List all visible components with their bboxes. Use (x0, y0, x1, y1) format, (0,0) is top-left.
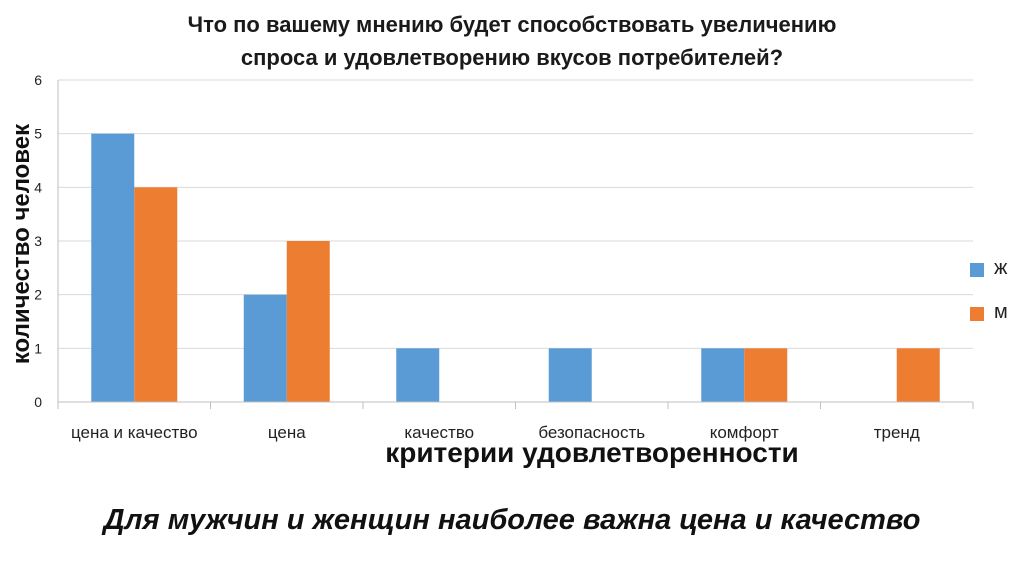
chart-title: Что по вашему мнению будет способствоват… (112, 8, 912, 74)
bar-m (134, 187, 178, 402)
bars (91, 133, 940, 402)
y-axis-label-text: количество человек (8, 123, 35, 365)
legend-label-m: м (994, 301, 1008, 323)
legend-item-zh: ж (970, 257, 1024, 280)
bar-m (896, 348, 940, 402)
legend-swatch-m (970, 307, 984, 321)
y-tick-label: 2 (34, 287, 42, 303)
y-tick-label: 3 (34, 233, 42, 249)
y-tick-label: 1 (34, 340, 42, 356)
tick-labels: 0 1 2 3 4 5 6 цена и качество цена качество безопа… (34, 72, 920, 442)
legend-item-m: м (970, 301, 1024, 324)
axes (57, 80, 974, 409)
y-tick-label: 6 (34, 72, 42, 88)
bar-zh (396, 348, 440, 402)
bar-zh (91, 133, 135, 402)
x-tick-label: безопасность (538, 423, 645, 442)
y-tick-label: 4 (34, 179, 42, 195)
legend-label-zh: ж (994, 257, 1008, 279)
bar-zh (701, 348, 745, 402)
conclusion-text: Для мужчин и женщин наиболее важна цена … (103, 504, 921, 536)
legend-swatch-zh (970, 263, 984, 277)
chart-title-line-2: спроса и удовлетворению вкусов потребите… (240, 45, 784, 70)
chart-title-line-1: Что по вашему мнению будет способствоват… (187, 12, 837, 37)
x-tick-label: цена и качество (71, 423, 198, 442)
x-axis-label: критерии удовлетворенности (385, 437, 799, 468)
x-tick-label: комфорт (710, 423, 779, 442)
y-tick-label: 0 (34, 394, 42, 410)
x-tick-label: цена (268, 423, 306, 442)
bar-m (286, 241, 330, 402)
bar-m (744, 348, 788, 402)
gridlines (58, 79, 973, 349)
x-tick-label: тренд (874, 423, 920, 442)
bar-zh (548, 348, 592, 402)
x-tick-label: качество (404, 423, 474, 442)
bar-zh (243, 294, 287, 402)
y-tick-label: 5 (34, 126, 42, 142)
